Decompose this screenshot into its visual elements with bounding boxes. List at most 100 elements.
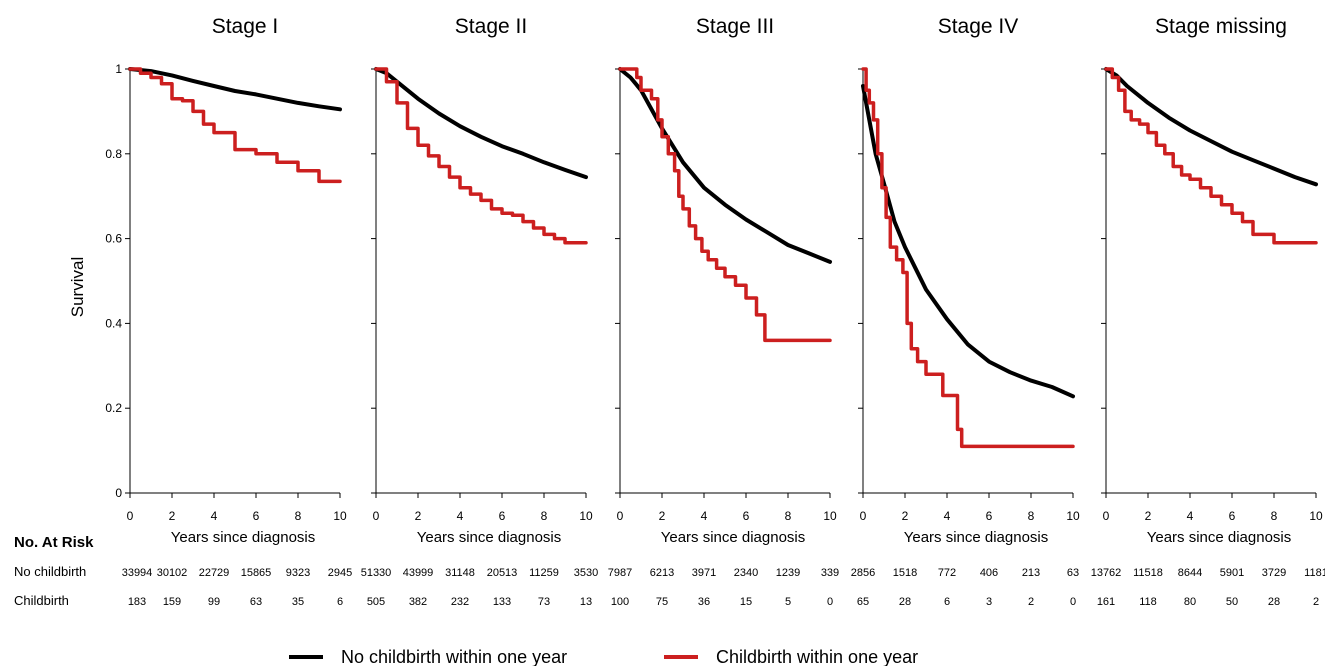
x-tick-label: 0 xyxy=(373,509,380,523)
x-tick-label: 10 xyxy=(1309,509,1323,523)
x-tick-label: 6 xyxy=(986,509,993,523)
at-risk-value-childbirth: 2 xyxy=(1028,596,1034,608)
at-risk-value-childbirth: 5 xyxy=(785,596,791,608)
x-tick-label: 0 xyxy=(617,509,624,523)
y-tick-label: 0.4 xyxy=(105,316,122,330)
panel-stage-ii: Stage II 0 2 4 6 8 10 Years since diagnosis 5133… xyxy=(361,15,599,608)
x-tick-label: 4 xyxy=(701,509,708,523)
x-tick-label: 10 xyxy=(823,509,837,523)
at-risk-value-childbirth: 100 xyxy=(611,596,629,608)
panel-title-stage-i: Stage I xyxy=(212,15,279,38)
legend: No childbirth within one year Childbirth… xyxy=(289,647,918,666)
x-tick-label: 2 xyxy=(1145,509,1152,523)
at-risk-value-childbirth: 63 xyxy=(250,596,262,608)
x-tick-label: 10 xyxy=(1066,509,1080,523)
at-risk-value-childbirth: 73 xyxy=(538,596,550,608)
panel-title-stage-iii: Stage III xyxy=(696,15,774,38)
x-tick-label: 8 xyxy=(541,509,548,523)
y-tick-label: 0.6 xyxy=(105,232,122,246)
at-risk-value-childbirth: 65 xyxy=(857,596,869,608)
at-risk-value-no-childbirth: 1181 xyxy=(1304,567,1325,579)
at-risk-value-childbirth: 13 xyxy=(580,596,592,608)
at-risk-value-childbirth: 133 xyxy=(493,596,511,608)
at-risk-value-no-childbirth: 43999 xyxy=(403,567,434,579)
x-tick-label: 6 xyxy=(1229,509,1236,523)
at-risk-value-no-childbirth: 9323 xyxy=(286,567,310,579)
series-line-childbirth-stage-missing xyxy=(1104,67,1318,245)
at-risk-value-childbirth: 50 xyxy=(1226,596,1238,608)
x-axis-title-stage-iii: Years since diagnosis xyxy=(661,529,806,546)
at-risk-value-childbirth: 118 xyxy=(1139,596,1157,608)
at-risk-value-childbirth: 28 xyxy=(899,596,911,608)
at-risk-value-no-childbirth: 11518 xyxy=(1133,567,1163,579)
at-risk-value-no-childbirth: 5901 xyxy=(1220,567,1244,579)
x-tick-label: 0 xyxy=(127,509,134,523)
series-line-childbirth-stage-i xyxy=(128,67,342,184)
y-tick-label: 0 xyxy=(115,486,122,500)
at-risk-row-label-childbirth: Childbirth xyxy=(14,593,69,608)
at-risk-value-no-childbirth: 51330 xyxy=(361,567,392,579)
x-axis-title-stage-iv: Years since diagnosis xyxy=(904,529,1049,546)
at-risk-value-no-childbirth: 8644 xyxy=(1178,567,1202,579)
at-risk-value-childbirth: 75 xyxy=(656,596,668,608)
x-tick-label: 4 xyxy=(457,509,464,523)
x-tick-label: 4 xyxy=(211,509,218,523)
y-tick-label: 1 xyxy=(115,62,122,76)
at-risk-value-childbirth: 99 xyxy=(208,596,220,608)
x-axis-title-stage-ii: Years since diagnosis xyxy=(417,529,562,546)
at-risk-value-no-childbirth: 20513 xyxy=(487,567,518,579)
x-axis-title-stage-missing: Years since diagnosis xyxy=(1147,529,1292,546)
legend-label-childbirth: Childbirth within one year xyxy=(716,647,918,666)
at-risk-value-no-childbirth: 339 xyxy=(821,567,839,579)
at-risk-value-no-childbirth: 772 xyxy=(938,567,956,579)
y-axis-title: Survival xyxy=(68,257,87,317)
at-risk-value-no-childbirth: 3971 xyxy=(692,567,716,579)
at-risk-value-childbirth: 36 xyxy=(698,596,710,608)
at-risk-value-no-childbirth: 22729 xyxy=(199,567,230,579)
panel-title-stage-ii: Stage II xyxy=(455,15,527,38)
at-risk-value-no-childbirth: 2945 xyxy=(328,567,352,579)
y-tick-label: 0.8 xyxy=(105,147,122,161)
panel-title-stage-iv: Stage IV xyxy=(938,15,1019,38)
x-tick-label: 8 xyxy=(1271,509,1278,523)
at-risk-value-childbirth: 28 xyxy=(1268,596,1280,608)
series-line-no-childbirth-stage-missing xyxy=(1104,67,1318,187)
x-tick-label: 4 xyxy=(1187,509,1194,523)
at-risk-value-no-childbirth: 2340 xyxy=(734,567,758,579)
panel-stage-iv: Stage IV 0 2 4 6 8 10 Years since diagnosis 2856… xyxy=(851,15,1080,608)
at-risk-value-no-childbirth: 13762 xyxy=(1091,567,1122,579)
series-line-no-childbirth-stage-iv xyxy=(861,84,1075,399)
x-tick-label: 8 xyxy=(785,509,792,523)
at-risk-value-childbirth: 161 xyxy=(1097,596,1115,608)
at-risk-value-no-childbirth: 2856 xyxy=(851,567,875,579)
at-risk-value-childbirth: 2 xyxy=(1313,596,1319,608)
at-risk-value-no-childbirth: 1518 xyxy=(893,567,917,579)
panel-stage-missing: Stage missing 0 2 4 6 8 10 Years since diagnosi… xyxy=(1091,15,1325,608)
at-risk-value-childbirth: 80 xyxy=(1184,596,1196,608)
x-tick-label: 2 xyxy=(902,509,909,523)
at-risk-value-no-childbirth: 3530 xyxy=(574,567,598,579)
at-risk-value-no-childbirth: 33994 xyxy=(122,567,153,579)
at-risk-value-childbirth: 505 xyxy=(367,596,385,608)
x-axis-title-stage-i: Years since diagnosis xyxy=(171,529,316,546)
at-risk-value-childbirth: 6 xyxy=(944,596,950,608)
series-line-childbirth-stage-ii xyxy=(374,67,588,245)
at-risk-heading: No. At Risk xyxy=(14,534,94,551)
at-risk-value-childbirth: 6 xyxy=(337,596,343,608)
at-risk-value-childbirth: 183 xyxy=(128,596,146,608)
x-tick-label: 0 xyxy=(860,509,867,523)
legend-label-no-childbirth: No childbirth within one year xyxy=(341,647,567,666)
x-tick-label: 2 xyxy=(659,509,666,523)
at-risk-value-no-childbirth: 213 xyxy=(1022,567,1040,579)
x-tick-label: 6 xyxy=(743,509,750,523)
at-risk-value-childbirth: 0 xyxy=(1070,596,1076,608)
x-tick-label: 6 xyxy=(499,509,506,523)
at-risk-value-childbirth: 15 xyxy=(740,596,752,608)
at-risk-value-no-childbirth: 6213 xyxy=(650,567,674,579)
x-tick-label: 0 xyxy=(1103,509,1110,523)
x-tick-label: 10 xyxy=(333,509,347,523)
at-risk-value-childbirth: 0 xyxy=(827,596,833,608)
x-tick-label: 10 xyxy=(579,509,593,523)
